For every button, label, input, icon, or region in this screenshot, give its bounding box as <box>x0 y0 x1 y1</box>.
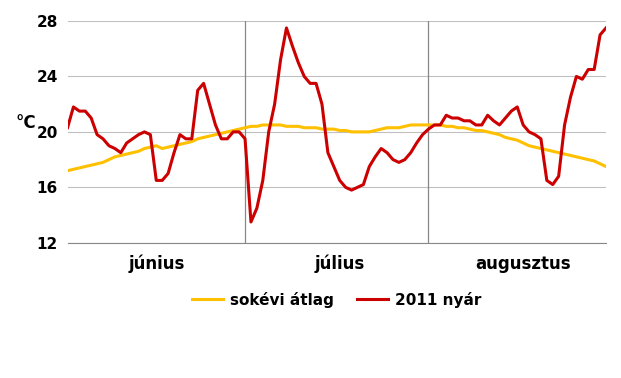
sokévi átlag <box>259 123 266 127</box>
sokévi átlag <box>64 169 71 173</box>
Legend: sokévi átlag, 2011 nyár: sokévi átlag, 2011 nyár <box>186 286 487 314</box>
sokévi átlag <box>496 132 503 137</box>
2011 nyár <box>247 220 255 224</box>
Line: 2011 nyár: 2011 nyár <box>68 28 606 222</box>
2011 nyár <box>472 123 479 127</box>
2011 nyár <box>507 109 515 113</box>
2011 nyár <box>502 116 509 120</box>
2011 nyár <box>496 123 503 127</box>
2011 nyár <box>395 160 402 165</box>
2011 nyár <box>64 125 71 130</box>
sokévi átlag <box>466 127 474 132</box>
sokévi átlag <box>389 125 397 130</box>
sokévi átlag <box>502 135 509 140</box>
sokévi átlag <box>602 164 610 169</box>
2011 nyár <box>283 26 290 30</box>
Line: sokévi átlag: sokévi átlag <box>68 125 606 171</box>
sokévi átlag <box>490 131 497 136</box>
2011 nyár <box>602 26 610 30</box>
sokévi átlag <box>519 141 527 145</box>
2011 nyár <box>525 130 533 134</box>
Y-axis label: °C: °C <box>15 114 35 132</box>
